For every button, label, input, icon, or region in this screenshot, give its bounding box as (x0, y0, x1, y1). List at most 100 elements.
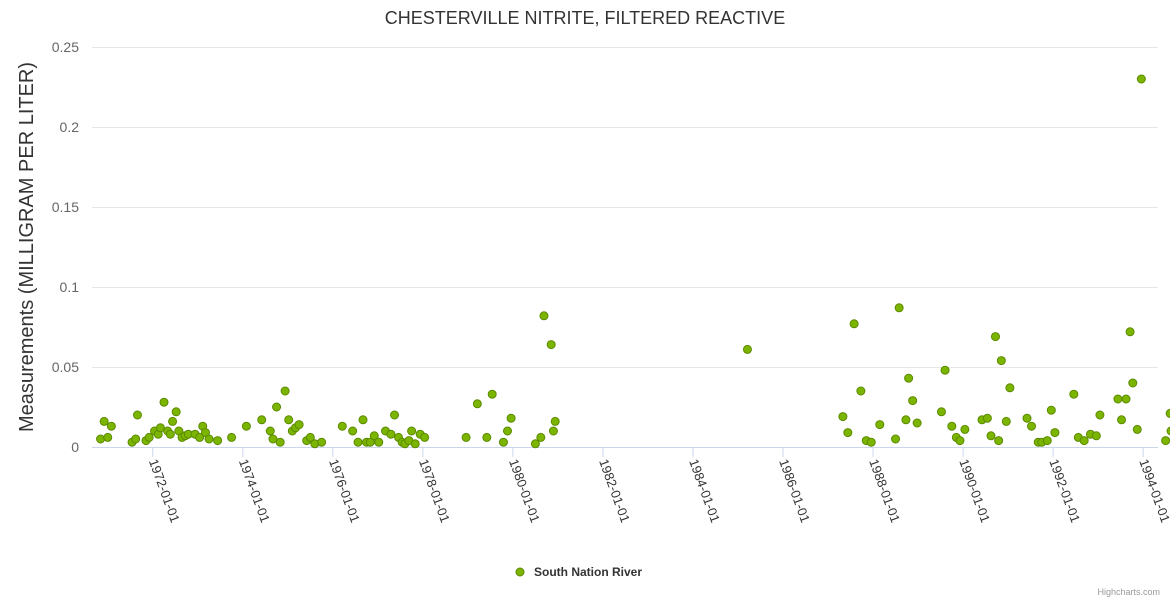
data-point[interactable] (144, 432, 154, 442)
data-point[interactable] (1113, 394, 1123, 404)
data-point[interactable] (530, 439, 540, 449)
data-point[interactable] (103, 432, 113, 442)
data-point[interactable] (503, 426, 513, 436)
data-point[interactable] (1005, 383, 1015, 393)
data-point[interactable] (506, 413, 516, 423)
data-point[interactable] (1069, 389, 1079, 399)
data-point[interactable] (337, 421, 347, 431)
data-point[interactable] (165, 429, 175, 439)
data-point[interactable] (904, 373, 914, 383)
data-point[interactable] (1165, 408, 1170, 418)
data-point[interactable] (1022, 413, 1032, 423)
data-point[interactable] (1095, 410, 1105, 420)
data-point[interactable] (960, 424, 970, 434)
data-point[interactable] (1132, 424, 1142, 434)
data-point[interactable] (369, 431, 379, 441)
data-point[interactable] (539, 311, 549, 321)
data-point[interactable] (365, 437, 375, 447)
data-point[interactable] (546, 340, 556, 350)
data-point[interactable] (940, 365, 950, 375)
data-point[interactable] (99, 416, 109, 426)
data-point[interactable] (1117, 415, 1127, 425)
data-point[interactable] (131, 434, 141, 444)
data-point[interactable] (168, 416, 178, 426)
data-point[interactable] (195, 432, 205, 442)
data-point[interactable] (213, 436, 223, 446)
data-point[interactable] (1128, 378, 1138, 388)
data-point[interactable] (265, 426, 275, 436)
data-point[interactable] (241, 421, 251, 431)
data-point[interactable] (838, 412, 848, 422)
data-point[interactable] (280, 386, 290, 396)
data-point[interactable] (407, 426, 417, 436)
data-point[interactable] (472, 399, 482, 409)
data-point[interactable] (875, 420, 885, 430)
data-point[interactable] (317, 437, 327, 447)
credits-link[interactable]: Highcharts.com (1097, 587, 1160, 597)
data-point[interactable] (171, 407, 181, 417)
data-point[interactable] (353, 437, 363, 447)
data-point[interactable] (390, 410, 400, 420)
data-point[interactable] (227, 432, 237, 442)
data-point[interactable] (996, 356, 1006, 366)
data-point[interactable] (912, 418, 922, 428)
data-point[interactable] (849, 319, 859, 329)
data-point[interactable] (132, 410, 142, 420)
data-point[interactable] (1042, 436, 1052, 446)
data-point[interactable] (268, 434, 278, 444)
data-point[interactable] (420, 432, 430, 442)
legend-label-south-nation-river[interactable]: South Nation River (534, 565, 642, 579)
data-point[interactable] (982, 413, 992, 423)
data-point[interactable] (106, 421, 116, 431)
data-point[interactable] (891, 434, 901, 444)
data-point[interactable] (294, 420, 304, 430)
data-point[interactable] (994, 436, 1004, 446)
data-point[interactable] (1136, 74, 1146, 84)
data-point[interactable] (374, 437, 384, 447)
data-point[interactable] (305, 432, 315, 442)
data-point[interactable] (284, 415, 294, 425)
data-point[interactable] (1121, 394, 1131, 404)
data-point[interactable] (986, 431, 996, 441)
data-point[interactable] (1161, 436, 1170, 446)
data-point[interactable] (742, 344, 752, 354)
data-point[interactable] (487, 389, 497, 399)
data-point[interactable] (461, 432, 471, 442)
data-point[interactable] (1046, 405, 1056, 415)
data-point[interactable] (1166, 426, 1170, 436)
data-point[interactable] (257, 415, 267, 425)
data-point[interactable] (155, 423, 165, 433)
data-point[interactable] (550, 416, 560, 426)
data-point[interactable] (348, 426, 358, 436)
data-point[interactable] (498, 437, 508, 447)
data-point[interactable] (908, 396, 918, 406)
data-point[interactable] (159, 397, 169, 407)
data-point[interactable] (901, 415, 911, 425)
data-point[interactable] (358, 415, 368, 425)
data-point[interactable] (204, 434, 214, 444)
data-point[interactable] (275, 437, 285, 447)
data-point[interactable] (955, 436, 965, 446)
data-point[interactable] (272, 402, 282, 412)
data-point[interactable] (386, 429, 396, 439)
data-point[interactable] (1125, 327, 1135, 337)
data-point[interactable] (482, 432, 492, 442)
data-point[interactable] (536, 432, 546, 442)
data-point[interactable] (1027, 421, 1037, 431)
data-point[interactable] (1091, 431, 1101, 441)
data-point[interactable] (96, 434, 106, 444)
data-point[interactable] (1001, 416, 1011, 426)
data-point[interactable] (894, 303, 904, 313)
data-point[interactable] (1050, 428, 1060, 438)
data-point[interactable] (843, 428, 853, 438)
data-point[interactable] (1079, 436, 1089, 446)
data-point[interactable] (856, 386, 866, 396)
data-point[interactable] (990, 332, 1000, 342)
data-point[interactable] (866, 437, 876, 447)
data-point[interactable] (936, 407, 946, 417)
data-point[interactable] (548, 426, 558, 436)
legend[interactable]: South Nation River (515, 565, 642, 579)
data-point[interactable] (410, 439, 420, 449)
data-point[interactable] (947, 421, 957, 431)
